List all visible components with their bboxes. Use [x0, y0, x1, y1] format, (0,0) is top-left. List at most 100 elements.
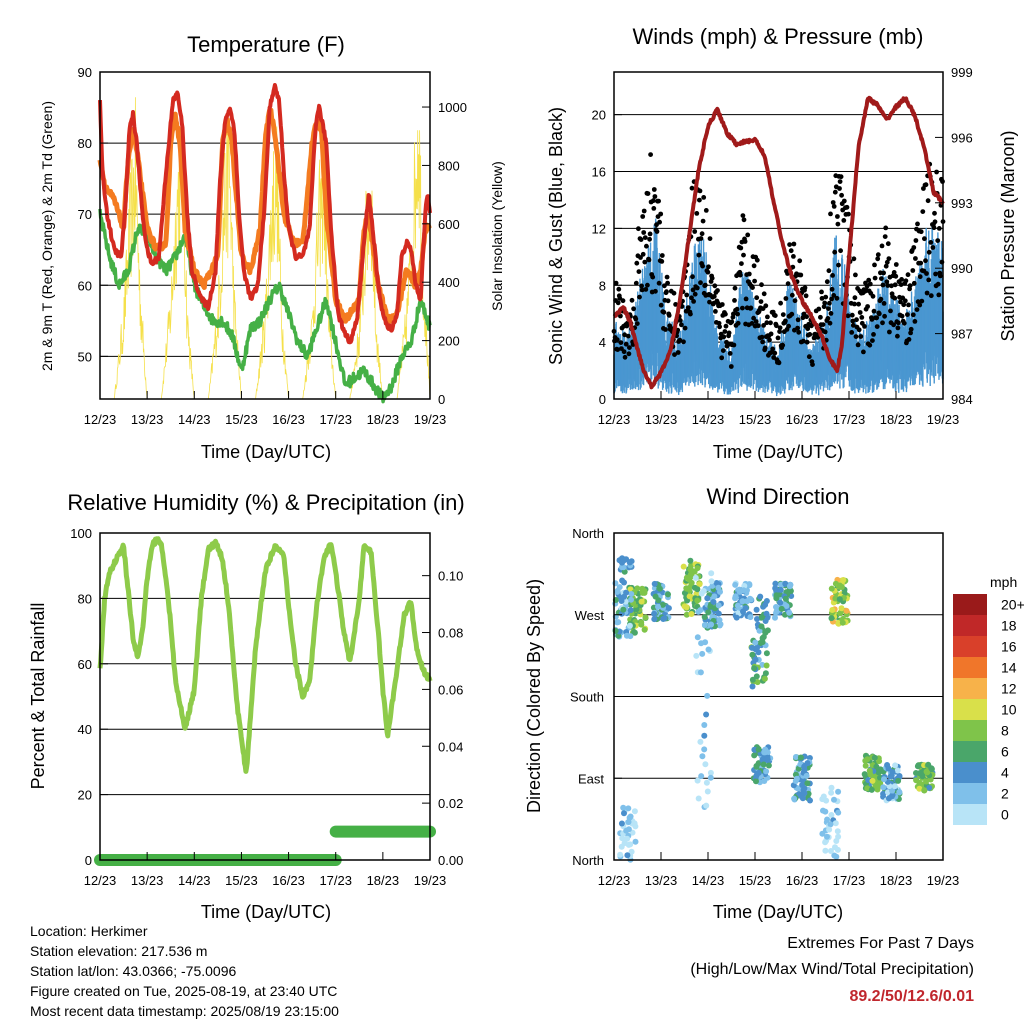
wind-direction-point [839, 619, 846, 626]
gust-point [910, 312, 916, 318]
winds-ytick-label: 8 [599, 278, 606, 293]
wind-direction-point [618, 843, 625, 850]
gust-point [634, 260, 640, 266]
wind-direction-point [921, 787, 928, 794]
humidity-ytick-label: 100 [70, 526, 92, 541]
wind-direction-point [694, 777, 701, 784]
wind-direction-point [621, 810, 627, 817]
gust-point [651, 187, 657, 192]
wind-direction-point [749, 651, 756, 658]
wind-direction-point [923, 768, 930, 775]
gust-point [620, 298, 626, 304]
solar-ytick-label: 0 [438, 392, 445, 407]
humidity-xlabel: Time (Day/UTC) [201, 902, 331, 922]
gust-point [858, 334, 864, 339]
wind-direction-point [871, 754, 878, 761]
wind-direction-point [896, 789, 903, 795]
wind-direction-point [688, 611, 695, 617]
gust-point [644, 243, 649, 249]
gust-point [700, 263, 705, 269]
legend-label: 12 [1001, 681, 1017, 697]
wind-direction-grid [614, 614, 943, 779]
gust-point [879, 276, 884, 281]
winds-xtick-label: 17/23 [833, 412, 866, 427]
gust-point [656, 280, 662, 286]
gust-point [768, 320, 773, 326]
wind-direction-point [829, 607, 836, 613]
recent-text: Most recent data timestamp: 2025/08/19 2… [30, 1003, 339, 1019]
wind-direction-point [626, 622, 633, 629]
humidity-xtick-label: 18/23 [367, 873, 400, 888]
wind-direction-point [705, 609, 712, 616]
gust-point [645, 191, 651, 197]
gust-point [727, 351, 733, 356]
wind-direction-point [703, 802, 710, 809]
wind-direction-point [732, 581, 739, 588]
gust-point [935, 238, 941, 244]
gust-point [720, 348, 726, 353]
gust-point [853, 272, 858, 278]
wind-direction-point [764, 754, 771, 761]
wind-direction-point [734, 602, 741, 609]
wind-direction-point [620, 557, 627, 564]
gust-point [936, 226, 942, 231]
latlon-text: Station lat/lon: 43.0366; -75.0096 [30, 963, 237, 979]
gust-point [650, 274, 656, 280]
wind-direction-point [707, 769, 714, 776]
temperature-xtick-label: 16/23 [272, 412, 305, 427]
gust-point [626, 351, 632, 357]
temp-2m-line [98, 83, 432, 345]
gust-point [783, 318, 788, 324]
gust-point [728, 364, 734, 369]
gust-point [837, 186, 842, 191]
legend-label: 20+ [1001, 597, 1024, 613]
gust-point [925, 198, 931, 204]
wind-direction-point [704, 692, 711, 699]
wind-direction-point [823, 797, 830, 804]
solar-ytick-label: 800 [438, 158, 460, 173]
gust-point [835, 214, 840, 219]
wind-direction-point [835, 809, 842, 816]
gust-point [930, 245, 936, 250]
footer-info: Location: Herkimer Station elevation: 21… [30, 921, 339, 1021]
wind-direction-point [764, 627, 771, 634]
wind-direction-point [625, 819, 632, 825]
gust-point [767, 337, 772, 343]
gust-point [883, 225, 889, 231]
temperature-panel: Temperature (F) 12/23 13/23 14/23 15/23 16/2… [39, 32, 505, 462]
gust-point [633, 280, 639, 286]
wind-direction-point [803, 772, 810, 779]
wind-direction-point [632, 838, 639, 845]
wind-direction-point [697, 738, 704, 745]
gust-point [719, 302, 725, 307]
wind-direction-point [773, 587, 780, 594]
gust-point [866, 277, 872, 283]
gust-point [859, 315, 865, 320]
wind-direction-point [749, 683, 756, 690]
wind-direction-point [833, 838, 840, 844]
gust-point [880, 282, 886, 288]
wind-direction-point [916, 785, 923, 792]
wind-direction-ytick-label: North [572, 526, 604, 541]
gust-point [935, 281, 941, 287]
gust-point [634, 321, 640, 326]
gust-point [615, 300, 621, 306]
gust-point [871, 332, 876, 337]
wind-direction-point [761, 675, 768, 682]
temperature-plot-frame [99, 71, 431, 400]
gust-point [768, 331, 774, 337]
legend-label: 18 [1001, 618, 1017, 634]
gust-point [716, 320, 722, 326]
gust-point [684, 292, 690, 298]
wind-direction-point [733, 614, 740, 621]
gust-point [743, 296, 749, 302]
wind-direction-point [628, 596, 634, 603]
wind-direction-point [834, 828, 841, 835]
gust-point [870, 293, 876, 299]
humidity-ytick-label: 80 [78, 591, 92, 606]
gust-point [934, 169, 939, 175]
wind-direction-point [869, 777, 876, 784]
gust-point [614, 337, 620, 342]
gust-point [937, 273, 943, 279]
gust-point [647, 231, 653, 237]
